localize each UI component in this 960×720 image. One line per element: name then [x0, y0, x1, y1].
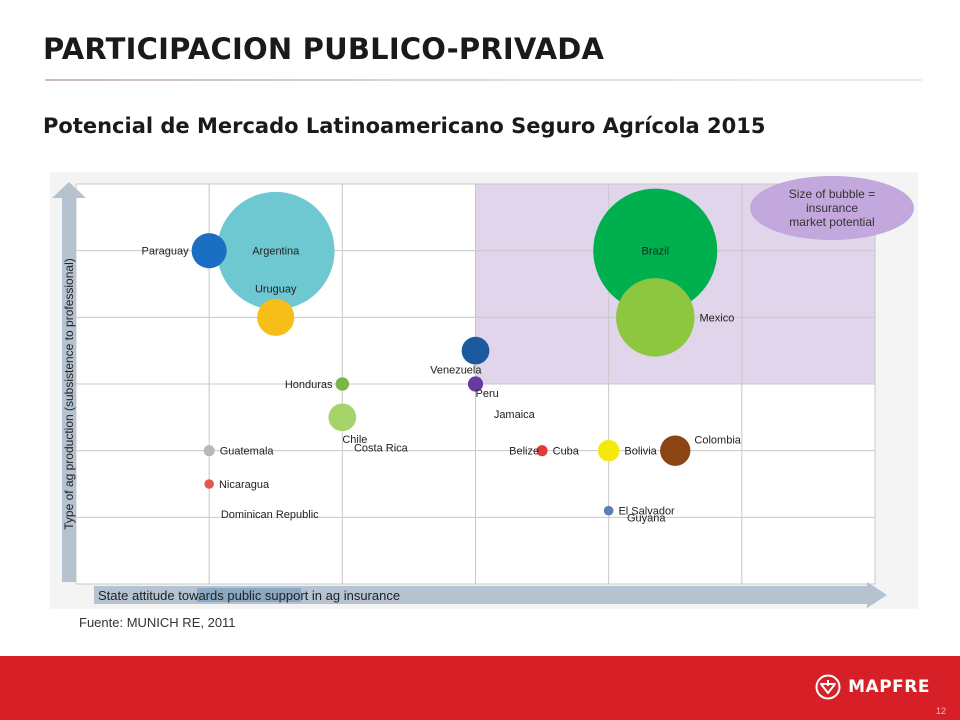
bubble-label: Guatemala: [220, 446, 275, 458]
bubble-label: Uruguay: [255, 284, 297, 296]
title-divider: [45, 79, 922, 81]
slide-title: PARTICIPACION PUBLICO-PRIVADA: [43, 32, 605, 66]
bubble-paraguay: [191, 233, 227, 269]
bubble-chile: [328, 403, 357, 432]
bubble-bolivia: [597, 439, 620, 462]
bubble-label: Peru: [476, 388, 499, 400]
source-note: Fuente: MUNICH RE, 2011: [79, 615, 236, 630]
bubble-el-salvador: [603, 505, 614, 516]
bubble-label: Guyana: [627, 512, 666, 524]
y-axis-label: Type of ag production (subsistence to pr…: [62, 258, 76, 530]
legend-text-line: insurance: [806, 201, 858, 215]
bubble-argentina: [216, 191, 335, 310]
bubble-label: Chile: [342, 434, 367, 446]
footer-bar: MAPFRE 12: [0, 656, 960, 720]
bubble-label: Jamaica: [494, 409, 536, 421]
x-axis-label: State attitude towards public support in…: [98, 588, 400, 603]
bubble-label: Paraguay: [142, 246, 190, 258]
bubble-label: Dominican Republic: [221, 509, 319, 521]
bubble-chart: State attitude towards public support in…: [52, 176, 914, 608]
bubble-brazil: [593, 188, 718, 313]
bubble-label: Brazil: [642, 246, 670, 258]
logo-text: MAPFRE: [848, 677, 930, 697]
mapfre-logo: MAPFRE: [815, 674, 930, 700]
bubble-label: Mexico: [699, 312, 734, 324]
bubble-cuba: [536, 445, 548, 457]
bubble-label: Belize: [509, 446, 539, 458]
bubble-label: Argentina: [252, 246, 300, 258]
bubble-mexico: [616, 278, 695, 357]
bubble-label: Nicaragua: [219, 479, 270, 491]
bubble-uruguay: [257, 298, 295, 336]
bubble-peru: [467, 376, 484, 392]
bubble-nicaragua: [204, 479, 214, 489]
bubble-label: Cuba: [553, 446, 580, 458]
chart-panel: State attitude towards public support in…: [50, 172, 918, 609]
chart-subtitle: Potencial de Mercado Latinoamericano Seg…: [43, 114, 766, 138]
bubble-label: Costa Rica: [354, 442, 409, 454]
bubble-honduras: [335, 377, 350, 391]
legend-text-line: Size of bubble =: [789, 187, 875, 201]
bubble-label: Bolivia: [624, 446, 657, 458]
page-number: 12: [935, 706, 946, 716]
bubble-colombia: [660, 435, 691, 466]
bubble-venezuela: [461, 336, 490, 365]
bubble-label: Colombia: [694, 435, 741, 447]
mapfre-emblem-icon: [815, 674, 841, 700]
bubble-guatemala: [203, 445, 215, 457]
bubble-label: El Salvador: [618, 506, 675, 518]
legend-text-line: market potential: [789, 215, 874, 229]
bubble-label: Venezuela: [430, 365, 482, 377]
bubble-label: Honduras: [285, 379, 333, 391]
axis-label-highlight: [197, 588, 301, 602]
legend-bubble: [750, 176, 914, 240]
y-axis-arrow: [52, 182, 86, 582]
